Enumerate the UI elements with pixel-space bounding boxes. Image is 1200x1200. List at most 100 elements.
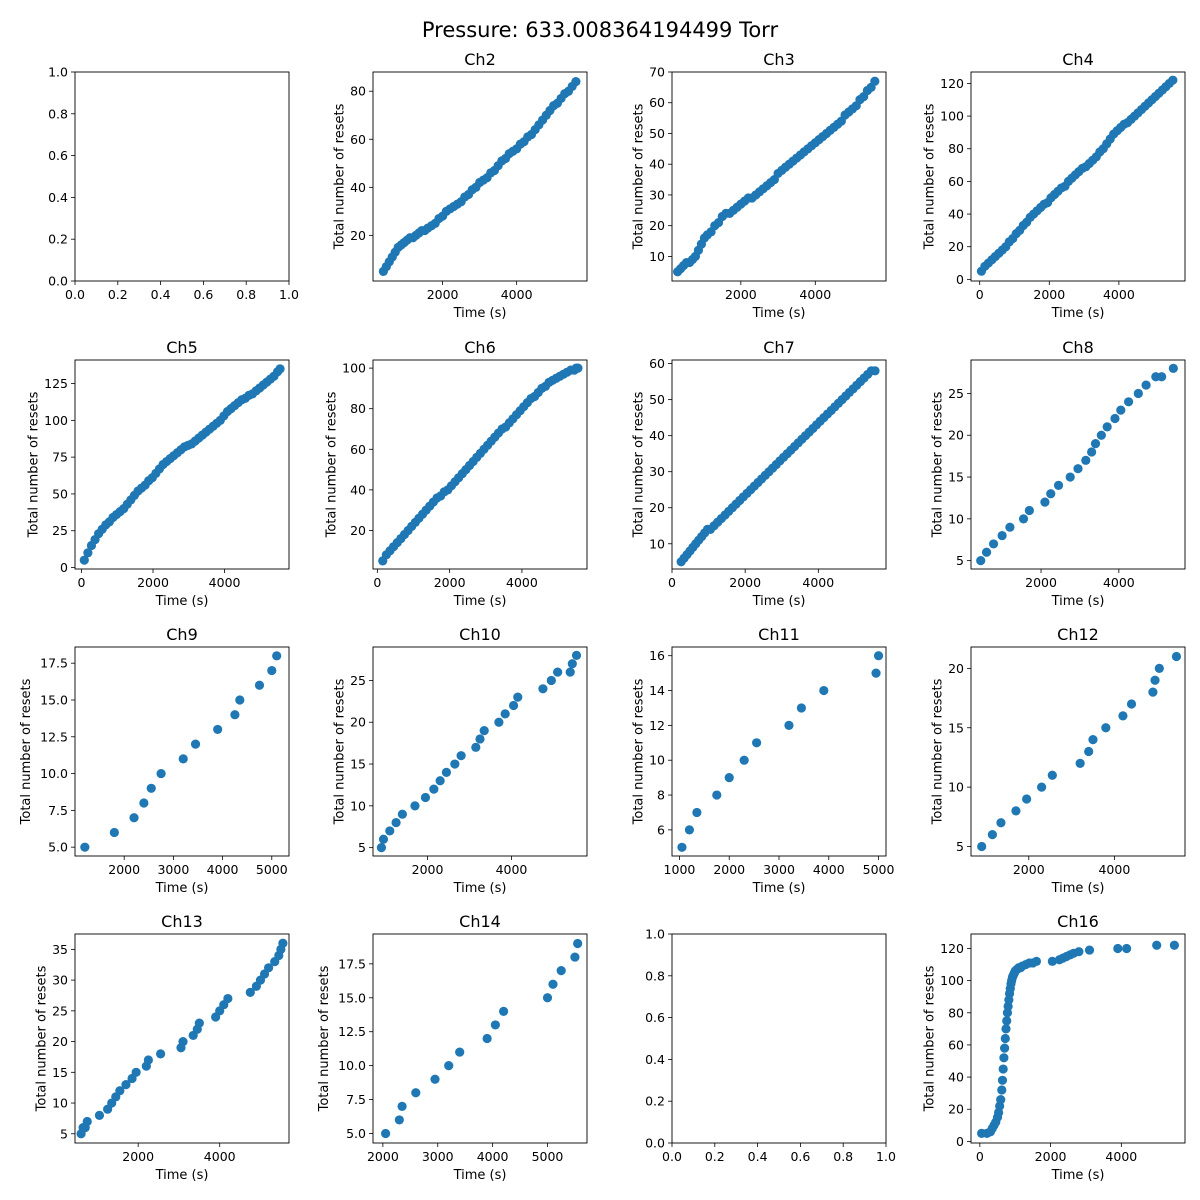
y-tick-label: 25: [948, 386, 964, 401]
subplot-ch9: Ch9 2000 3000 4000 5000 5.0 7.5 10.0 12.5 15.0 17.…: [19, 625, 290, 896]
x-tick-label: 2000: [1035, 1149, 1067, 1164]
data-point: [556, 966, 566, 976]
y-tick-label: 30: [52, 973, 68, 988]
x-tick-label: 4000: [496, 862, 528, 877]
x-tick-label: 4000: [813, 862, 845, 877]
data-point: [1133, 388, 1143, 399]
data-point: [1148, 687, 1158, 697]
x-axis-label: Time (s): [752, 594, 806, 609]
y-tick-label: 12.5: [40, 729, 68, 744]
data-point: [1084, 746, 1094, 757]
subplot-ch12: Ch12 2000 4000 5 10 15 20 Time (s) Total number …: [930, 625, 1186, 896]
y-tick-label: 0.6: [48, 148, 68, 163]
data-point: [998, 1064, 1008, 1074]
y-tick-label: 5.0: [48, 840, 68, 855]
y-tick-label: 20: [350, 228, 366, 243]
x-axis-label: Time (s): [752, 306, 806, 321]
figure-title: Pressure: 633.008364194499 Torr: [421, 18, 779, 42]
data-point: [278, 938, 288, 948]
data-point: [1126, 699, 1137, 709]
data-point: [571, 77, 581, 87]
y-tick-label: 5.0: [346, 1126, 366, 1141]
data-point: [275, 364, 285, 374]
y-tick-label: 20: [948, 428, 964, 443]
y-tick-label: 15: [52, 1065, 68, 1080]
data-point: [997, 1075, 1008, 1085]
data-point: [1113, 943, 1123, 954]
data-point: [573, 938, 583, 949]
data-point: [1000, 1033, 1010, 1044]
y-tick-label: 15: [350, 757, 366, 772]
data-point: [430, 1074, 440, 1084]
y-tick-label: 10.0: [338, 1058, 366, 1073]
y-tick-label: 10: [350, 798, 366, 813]
axes-frame: [970, 646, 1186, 857]
y-tick-label: 25: [52, 523, 68, 538]
data-point: [143, 1055, 153, 1065]
data-point: [784, 720, 794, 730]
x-tick-label: 1.0: [876, 1149, 896, 1164]
data-point: [1022, 794, 1032, 804]
y-tick-label: 0.0: [645, 1136, 665, 1151]
data-point: [264, 963, 274, 973]
axes-frame: [671, 646, 887, 857]
data-point: [999, 1053, 1009, 1063]
y-tick-label: 20: [948, 661, 964, 676]
x-axis-label: Time (s): [1051, 881, 1105, 896]
data-point: [194, 1018, 204, 1028]
data-point: [394, 1115, 404, 1125]
x-tick-label: 3000: [157, 862, 189, 877]
y-tick-label: 25: [350, 673, 366, 688]
y-axis-label: Total number of resets: [325, 391, 340, 538]
x-axis-label: Time (s): [453, 594, 507, 609]
x-tick-label: 4000: [1103, 287, 1135, 302]
y-tick-label: 7.5: [346, 1092, 366, 1107]
data-point: [870, 76, 880, 86]
y-tick-label: 100: [940, 109, 964, 124]
data-point: [410, 801, 420, 811]
scatter-points: [676, 366, 880, 567]
subplot-empty-14: 0.0 0.2 0.4 0.6 0.8 1.0 0.0 0.2 0.4 0.6 0.8 1.0: [645, 927, 896, 1165]
data-point: [500, 709, 510, 719]
data-point: [391, 817, 401, 828]
y-tick-label: 15.0: [338, 990, 366, 1005]
y-tick-label: 5: [956, 839, 964, 854]
subplot-ch8: Ch8 2000 4000 5 10 15 20 25 Time (s) Total number…: [930, 338, 1186, 609]
data-point: [1152, 940, 1162, 950]
data-point: [570, 952, 580, 962]
data-point: [1011, 806, 1021, 816]
x-axis-label: Time (s): [155, 1168, 209, 1183]
scatter-points: [381, 938, 583, 1139]
subplot-title: Ch14: [459, 912, 501, 931]
data-point: [121, 1080, 131, 1090]
x-tick-label: 4000: [1105, 1149, 1137, 1164]
y-axis-label: Total number of resets: [19, 678, 34, 825]
y-axis-label: Total number of resets: [34, 965, 49, 1112]
x-tick-label: 5000: [256, 862, 288, 877]
axes-frame: [74, 71, 290, 282]
axes-frame: [74, 359, 290, 570]
y-tick-label: 10: [649, 753, 665, 768]
x-tick-label: 2000: [108, 862, 140, 877]
x-tick-label: 0.6: [193, 287, 213, 302]
data-point: [94, 1110, 105, 1120]
y-tick-label: 60: [649, 356, 665, 371]
y-tick-label: 40: [350, 180, 366, 195]
x-tick-label: 0: [77, 575, 85, 590]
data-point: [1040, 497, 1050, 507]
y-tick-label: 30: [649, 187, 665, 202]
y-tick-label: 75: [52, 450, 68, 465]
axes-frame: [372, 71, 588, 282]
data-point: [1087, 447, 1097, 457]
subplot-title: Ch7: [763, 338, 795, 357]
y-tick-label: 50: [649, 392, 665, 407]
scatter-points: [76, 938, 288, 1139]
data-point: [997, 1085, 1007, 1095]
subplot-ch3: Ch3 2000 4000 10 20 30 40 50 60 70 Time (s) Total n…: [631, 50, 887, 321]
data-point: [1073, 464, 1083, 474]
data-point: [223, 993, 233, 1004]
y-tick-label: 60: [350, 132, 366, 147]
x-tick-label: 3000: [422, 1149, 454, 1164]
data-point: [156, 1049, 166, 1059]
y-tick-label: 100: [44, 413, 68, 428]
